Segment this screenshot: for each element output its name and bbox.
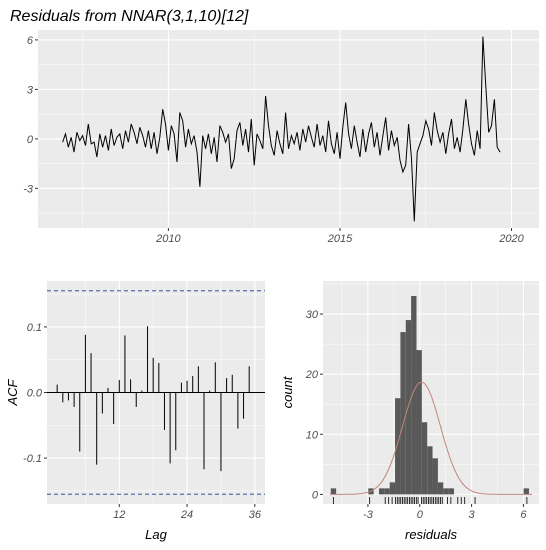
histogram-bar bbox=[384, 488, 390, 495]
time-series-plot-background bbox=[38, 30, 539, 228]
y-tick-label: 0 bbox=[27, 134, 34, 146]
histogram-bar bbox=[378, 488, 385, 495]
acf-panel: 12 24 36 -0.1 0.0 0.1 Lag ACF bbox=[5, 281, 265, 542]
x-tick-label: 3 bbox=[469, 509, 476, 521]
y-tick-label: -0.1 bbox=[23, 453, 42, 465]
histogram-gridlines bbox=[323, 281, 539, 504]
y-tick-label: 20 bbox=[305, 369, 319, 381]
histogram-bar bbox=[448, 488, 454, 495]
time-series-gridlines bbox=[38, 30, 539, 228]
histogram-bar bbox=[389, 482, 396, 495]
y-tick-label: 0.0 bbox=[27, 388, 43, 400]
residual-series bbox=[62, 36, 501, 222]
acf-y-axis-label: ACF bbox=[5, 378, 20, 406]
x-tick-label: 2015 bbox=[327, 233, 353, 245]
histogram-bar bbox=[416, 350, 422, 495]
histogram-bar bbox=[395, 398, 401, 495]
x-tick-label: 2020 bbox=[498, 233, 524, 245]
y-tick-label: -3 bbox=[23, 183, 34, 195]
acf-x-axis-label: Lag bbox=[145, 527, 167, 542]
histogram-panel: -3 0 3 6 0 10 20 30 residuals count bbox=[280, 281, 539, 542]
acf-bars bbox=[47, 290, 265, 495]
time-series-y-ticks: -3 0 3 6 bbox=[23, 35, 38, 195]
y-tick-label: 10 bbox=[306, 429, 319, 441]
histogram-bar bbox=[443, 488, 449, 495]
chart-title: Residuals from NNAR(3,1,10)[12] bbox=[10, 8, 249, 25]
histogram-x-axis-label: residuals bbox=[405, 527, 458, 542]
residual-line bbox=[62, 36, 501, 222]
histogram-bar bbox=[427, 446, 433, 495]
y-tick-label: 0.1 bbox=[27, 322, 42, 334]
y-tick-label: 30 bbox=[306, 309, 319, 321]
histogram-bar bbox=[432, 458, 438, 495]
y-tick-label: 0 bbox=[312, 489, 319, 501]
acf-y-ticks: -0.1 0.0 0.1 bbox=[23, 322, 47, 465]
x-tick-label: 2010 bbox=[155, 233, 181, 245]
time-series-x-ticks: 2010 2015 2020 bbox=[155, 228, 525, 245]
histogram-y-ticks: 0 10 20 30 bbox=[305, 309, 323, 501]
histogram-bar bbox=[411, 296, 417, 495]
histogram-bar bbox=[330, 488, 337, 495]
histogram-y-axis-label: count bbox=[280, 375, 295, 408]
x-tick-label: -3 bbox=[363, 509, 374, 521]
histogram-density-curve bbox=[329, 381, 533, 495]
y-tick-label: 6 bbox=[27, 35, 34, 47]
y-tick-label: 3 bbox=[27, 84, 34, 96]
histogram-bar bbox=[437, 482, 444, 495]
acf-x-ticks: 12 24 36 bbox=[113, 504, 262, 521]
histogram-rug bbox=[332, 497, 528, 504]
x-tick-label: 6 bbox=[520, 509, 527, 521]
x-tick-label: 24 bbox=[180, 509, 193, 521]
histogram-bar bbox=[421, 422, 428, 495]
residual-time-series-panel: 2010 2015 2020 -3 0 3 6 bbox=[23, 30, 539, 245]
x-tick-label: 12 bbox=[113, 509, 125, 521]
x-tick-label: 36 bbox=[249, 509, 262, 521]
histogram-bar bbox=[523, 488, 529, 495]
density-curve-line bbox=[329, 381, 533, 495]
histogram-bar bbox=[400, 332, 406, 495]
histogram-x-ticks: -3 0 3 6 bbox=[363, 504, 527, 521]
x-tick-label: 0 bbox=[417, 509, 424, 521]
